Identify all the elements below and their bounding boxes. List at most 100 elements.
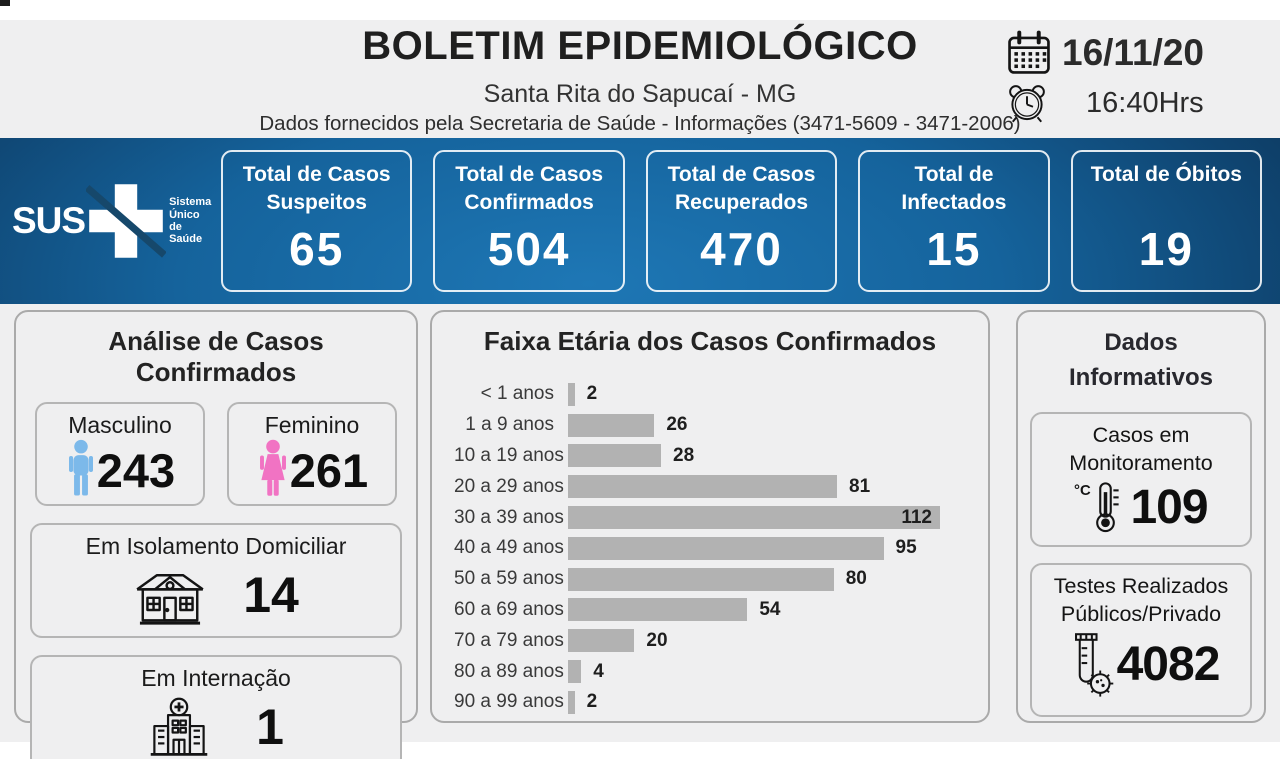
tests-label-line: Públicos/Privado (1060, 602, 1222, 627)
isolation-value: 14 (243, 567, 299, 623)
page-title: BOLETIM EPIDEMIOLÓGICO (362, 24, 918, 68)
hospitalized-label: Em Internação (141, 665, 291, 691)
female-card: Feminino 261 (227, 402, 397, 506)
age-bar-value: 54 (759, 598, 781, 620)
isolation-label: Em Isolamento Domiciliar (85, 533, 347, 559)
stat-card-infectados: Total de Infectados 15 (858, 150, 1050, 292)
age-chart: < 1 anos 2 1 a 9 anos 26 10 a 19 anos 28 20 a … (454, 379, 940, 718)
corner-artifact (0, 0, 10, 6)
male-icon (65, 439, 97, 497)
age-chart-title: Faixa Etária dos Casos Confirmados (483, 326, 937, 356)
age-group-label: 40 a 49 anos (454, 537, 564, 559)
age-bar-value: 28 (673, 444, 695, 466)
age-bar-value: 81 (849, 475, 871, 497)
male-label: Masculino (68, 412, 172, 438)
age-bar-track: 4 (568, 660, 940, 684)
age-bar (568, 444, 661, 468)
age-chart-panel: Faixa Etária dos Casos Confirmados < 1 a… (430, 310, 990, 723)
age-bar-value: 20 (646, 629, 668, 651)
age-bar-value: 26 (666, 414, 688, 436)
stat-card-recuperados: Total de Casos Recuperados 470 (645, 150, 838, 292)
svg-text:°C: °C (1074, 483, 1091, 499)
age-group-row: 90 a 99 anos 2 (454, 687, 940, 718)
age-group-label: 30 a 39 anos (454, 506, 564, 528)
sus-tagline: Sistema Único de Saúde (169, 196, 211, 245)
stat-card-confirmados: Total de Casos Confirmados 504 (433, 150, 625, 292)
age-group-row: 50 a 59 anos 80 (454, 564, 940, 595)
age-bar-track: 54 (568, 598, 940, 622)
age-bar-value: 80 (845, 568, 867, 590)
tests-label-line: Testes Realizados (1053, 574, 1229, 599)
age-bar-track: 20 (568, 629, 940, 653)
hospital-icon (148, 696, 210, 758)
age-bar-track: 81 (568, 475, 940, 499)
stat-value: 504 (487, 223, 571, 275)
age-bar-track: 26 (568, 413, 940, 437)
female-value: 261 (289, 444, 369, 498)
age-bar-track: 2 (568, 690, 940, 714)
monitoring-label-line: Casos em (1092, 422, 1190, 447)
age-bar-track: 2 (568, 382, 940, 406)
tests-label: Testes Realizados Públicos/Privado (1054, 573, 1228, 629)
stat-card-suspeitos: Total de Casos Suspeitos 65 (221, 150, 413, 292)
age-group-label: 90 a 99 anos (454, 691, 564, 713)
stat-label: Total de Casos Confirmados (455, 163, 604, 214)
age-bar (568, 690, 575, 714)
alarm-clock-icon (1006, 82, 1048, 124)
age-bar-value: 112 (901, 506, 932, 528)
informative-panel: Dados Informativos Casos em Monitorament… (1016, 310, 1266, 723)
age-bar-track: 112 (568, 506, 940, 530)
sus-logo: SUS Sistema Único de Saúde (12, 178, 211, 264)
monitoring-value: 109 (1130, 480, 1208, 534)
age-bar-value: 2 (586, 383, 598, 405)
house-icon (133, 564, 207, 626)
stat-value: 65 (289, 223, 345, 275)
age-group-label: 50 a 59 anos (454, 568, 564, 590)
age-group-label: 80 a 89 anos (454, 660, 564, 682)
informative-title-line: Informativos (1068, 363, 1214, 391)
age-bar (568, 413, 655, 437)
isolation-card: Em Isolamento Domiciliar (30, 523, 402, 638)
age-group-row: 1 a 9 anos 26 (454, 410, 940, 441)
age-bar: 112 (568, 506, 940, 530)
age-group-row: 40 a 49 anos 95 (454, 533, 940, 564)
age-group-label: 1 a 9 anos (465, 414, 554, 436)
hospitalized-value: 1 (256, 699, 284, 755)
age-group-row: 80 a 89 anos 4 (454, 656, 940, 687)
stat-value: 15 (926, 223, 982, 275)
age-group-row: 30 a 39 anos 112 (454, 502, 940, 533)
stat-value: 19 (1138, 223, 1194, 275)
age-bar (568, 382, 575, 406)
test-tube-virus-icon (1063, 631, 1117, 697)
age-group-row: 10 a 19 anos 28 (454, 441, 940, 472)
stat-label: Total de Casos Recuperados (667, 163, 816, 214)
sus-tagline-line: de Saúde (169, 221, 203, 246)
tests-value: 4082 (1116, 637, 1221, 691)
age-bar-value: 95 (895, 537, 917, 559)
tests-card: Testes Realizados Públicos/Privado (1030, 563, 1252, 718)
stat-label: Total de Óbitos (1090, 163, 1242, 186)
calendar-icon (1006, 30, 1052, 76)
summary-banner: SUS Sistema Único de Saúde Total de Caso… (0, 138, 1280, 304)
thermometer-icon: °C (1074, 479, 1130, 535)
age-bar-track: 95 (568, 536, 940, 560)
age-bar-value: 2 (586, 691, 598, 713)
age-group-row: 20 a 29 anos 81 (454, 471, 940, 502)
stat-card-obitos: Total de Óbitos 19 (1070, 150, 1263, 292)
hospitalized-card: Em Internação (30, 655, 402, 759)
female-label: Feminino (264, 412, 360, 438)
age-group-label: 20 a 29 anos (454, 475, 564, 497)
monitoring-card: Casos em Monitoramento °C (1030, 411, 1252, 548)
sus-tagline-line: Sistema (169, 196, 212, 209)
info-line: Dados fornecidos pela Secretaria de Saúd… (259, 112, 1021, 135)
age-bar-track: 80 (568, 567, 940, 591)
stat-label: Total de Casos Suspeitos (242, 163, 391, 214)
age-group-row: 60 a 69 anos 54 (454, 595, 940, 626)
age-group-row: < 1 anos 2 (454, 379, 940, 410)
sus-logo-text: SUS (12, 200, 86, 241)
stat-value: 470 (700, 223, 783, 275)
monitoring-label-line: Monitoramento (1069, 450, 1213, 475)
age-group-row: 70 a 79 anos 20 (454, 625, 940, 656)
stat-label: Total de Infectados (901, 163, 1007, 214)
